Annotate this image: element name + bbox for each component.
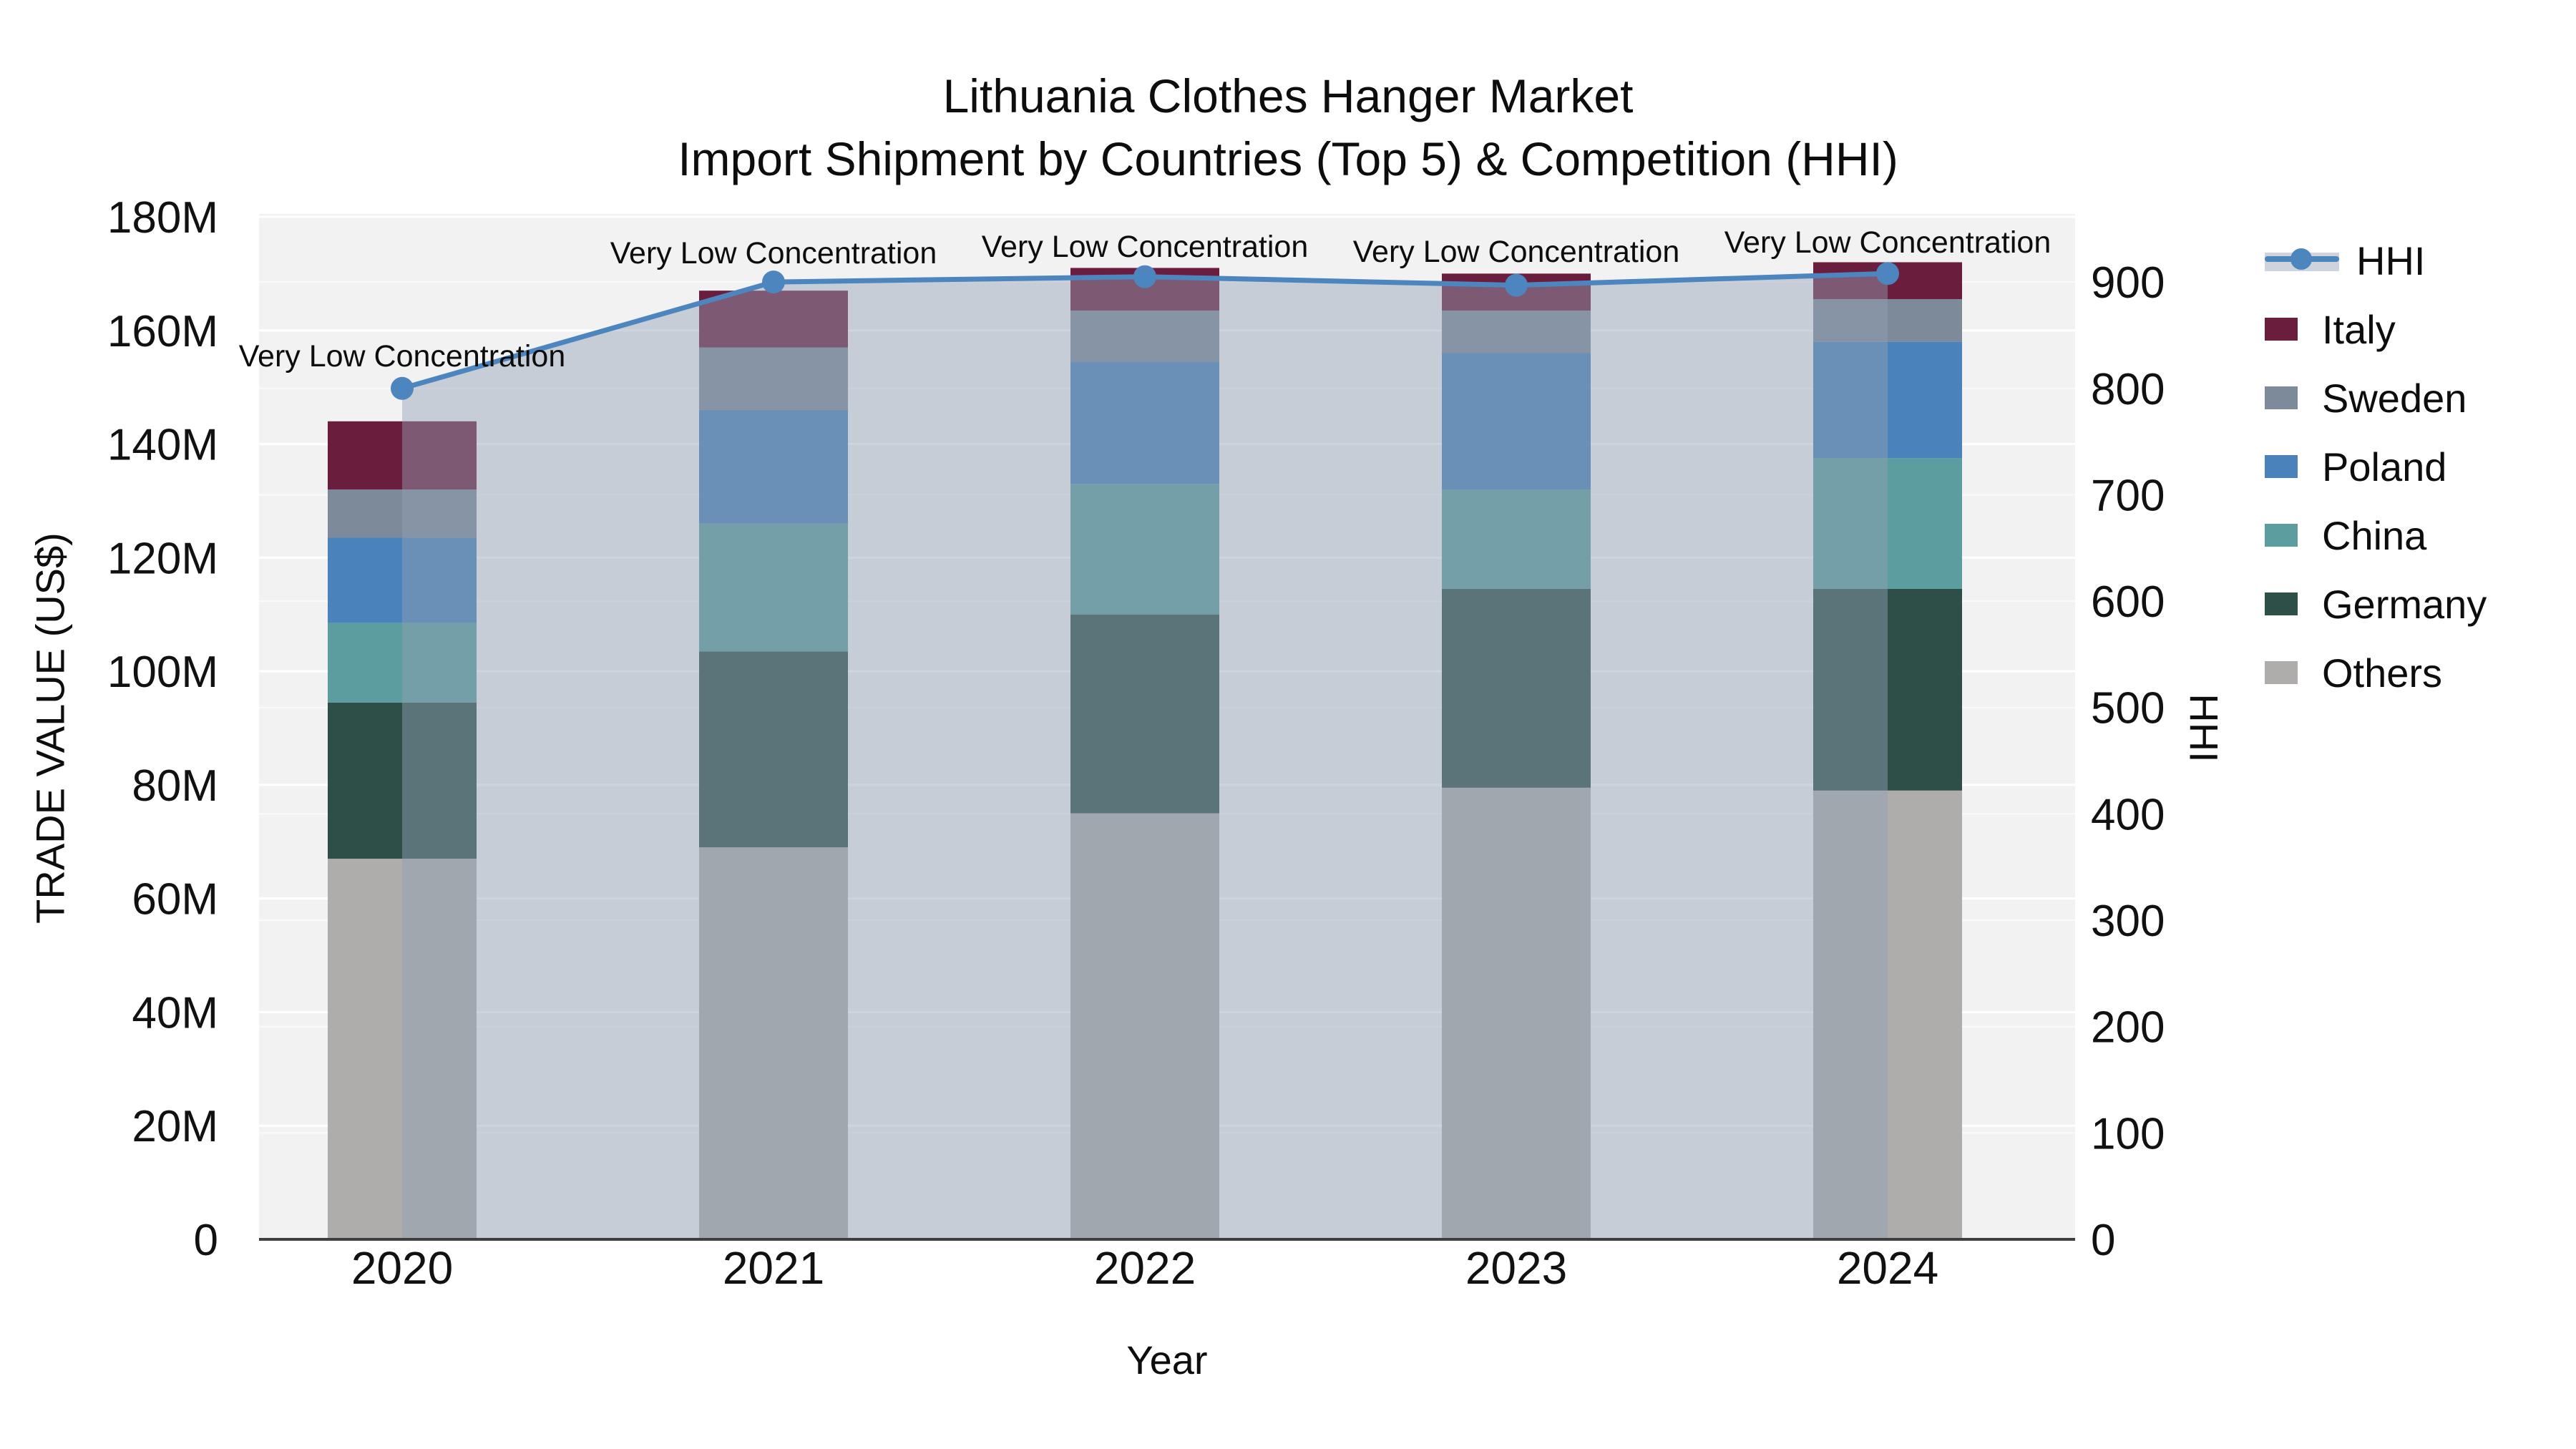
legend-item-sweden[interactable]: Sweden (2265, 364, 2487, 432)
x-tick-label-2024: 2024 (1837, 1242, 1938, 1294)
sweden-swatch-icon (2265, 386, 2298, 409)
italy-swatch-icon (2265, 318, 2298, 341)
y-tick-label-left: 180M (107, 193, 218, 243)
germany-swatch-icon (2265, 592, 2298, 615)
legend-item-poland[interactable]: Poland (2265, 432, 2487, 501)
chart-subtitle: Import Shipment by Countries (Top 5) & C… (678, 132, 1898, 185)
bar-segment-2021-germany[interactable] (699, 651, 848, 848)
annotation-2023: Very Low Concentration (1353, 235, 1680, 269)
bar-segment-2021-others[interactable] (699, 847, 848, 1239)
bar-segment-2020-italy[interactable] (328, 421, 477, 490)
y2-axis-title: HHI (2181, 693, 2227, 763)
bar-segment-2024-others[interactable] (1813, 790, 1962, 1239)
bar-segment-2024-poland[interactable] (1813, 341, 1962, 459)
poland-swatch-icon (2265, 455, 2298, 478)
y-tick-label-left: 80M (132, 761, 218, 811)
y-tick-label-right: 900 (2091, 258, 2165, 308)
legend-label: HHI (2356, 238, 2426, 283)
y-tick-label-left: 140M (107, 421, 218, 470)
hhi-line-swatch-icon (2265, 247, 2339, 274)
bar-segment-2024-sweden[interactable] (1813, 299, 1962, 342)
bar-segment-2023-poland[interactable] (1442, 353, 1591, 490)
legend: HHI Italy Sweden Poland China Germany Others (2265, 226, 2487, 707)
hhi-marker-2021[interactable] (762, 270, 785, 294)
y-tick-label-right: 300 (2091, 897, 2165, 946)
bar-segment-2022-poland[interactable] (1070, 361, 1219, 484)
legend-label: Germany (2322, 581, 2487, 627)
bar-segment-2020-germany[interactable] (328, 702, 477, 859)
bar-segment-2022-germany[interactable] (1070, 614, 1219, 814)
bar-segment-2022-sweden[interactable] (1070, 310, 1219, 362)
bar-segment-2024-germany[interactable] (1813, 588, 1962, 791)
y-tick-label-right: 500 (2091, 684, 2165, 733)
bar-segment-2023-others[interactable] (1442, 787, 1591, 1239)
bar-segment-2023-sweden[interactable] (1442, 310, 1591, 353)
x-tick-label-2023: 2023 (1465, 1242, 1567, 1294)
legend-item-italy[interactable]: Italy (2265, 295, 2487, 364)
y-tick-label-left: 100M (107, 648, 218, 697)
bar-segment-2021-sweden[interactable] (699, 347, 848, 410)
y-tick-label-right: 700 (2091, 471, 2165, 520)
bar-segment-2020-china[interactable] (328, 623, 477, 703)
annotation-2021: Very Low Concentration (610, 236, 937, 270)
y-tick-label-right: 800 (2091, 365, 2165, 414)
legend-label: Others (2322, 650, 2443, 696)
legend-label: Italy (2322, 306, 2396, 352)
hhi-marker-2024[interactable] (1876, 262, 1899, 286)
y-tick-label-right: 600 (2091, 577, 2165, 627)
hhi-marker-2020[interactable] (391, 376, 414, 400)
y-tick-label-left: 20M (132, 1102, 218, 1151)
y-tick-label-left: 0 (194, 1216, 218, 1265)
x-axis-title: Year (1126, 1337, 1208, 1382)
y-axis-title: TRADE VALUE (US$) (27, 532, 73, 924)
legend-item-hhi[interactable]: HHI (2265, 226, 2487, 295)
y-tick-label-right: 200 (2091, 1003, 2165, 1053)
bar-segment-2020-others[interactable] (328, 859, 477, 1239)
legend-label: Poland (2322, 444, 2447, 489)
legend-label: Sweden (2322, 375, 2467, 421)
hhi-marker-2022[interactable] (1133, 265, 1156, 288)
y-tick-label-right: 100 (2091, 1109, 2165, 1158)
y-tick-label-left: 40M (132, 988, 218, 1038)
annotation-2024: Very Low Concentration (1724, 225, 2051, 260)
x-tick-label-2022: 2022 (1094, 1242, 1196, 1294)
bar-segment-2024-china[interactable] (1813, 458, 1962, 589)
annotation-2022: Very Low Concentration (982, 230, 1309, 264)
china-swatch-icon (2265, 524, 2298, 547)
bar-segment-2020-sweden[interactable] (328, 489, 477, 538)
bar-segment-2021-italy[interactable] (699, 291, 848, 348)
others-swatch-icon (2265, 661, 2298, 684)
hhi-marker-2023[interactable] (1505, 273, 1528, 297)
legend-item-germany[interactable]: Germany (2265, 570, 2487, 638)
x-tick-label-2021: 2021 (723, 1242, 824, 1294)
legend-item-china[interactable]: China (2265, 501, 2487, 570)
bar-segment-2022-others[interactable] (1070, 813, 1219, 1239)
y-tick-label-left: 60M (132, 875, 218, 924)
y-tick-label-left: 120M (107, 534, 218, 583)
legend-label: China (2322, 512, 2427, 558)
bar-segment-2021-china[interactable] (699, 523, 848, 652)
y-tick-label-left: 160M (107, 307, 218, 356)
bar-segment-2020-poland[interactable] (328, 537, 477, 623)
bar-segment-2022-china[interactable] (1070, 484, 1219, 615)
bar-segment-2023-china[interactable] (1442, 489, 1591, 589)
annotation-2020: Very Low Concentration (239, 339, 566, 374)
y-tick-label-right: 400 (2091, 790, 2165, 839)
bar-segment-2021-poland[interactable] (699, 409, 848, 524)
bar-segment-2023-germany[interactable] (1442, 588, 1591, 788)
y-tick-label-right: 0 (2091, 1216, 2115, 1265)
hhi-area-fill (402, 273, 1888, 1239)
legend-item-others[interactable]: Others (2265, 638, 2487, 707)
x-tick-label-2020: 2020 (351, 1242, 453, 1294)
chart-title: Lithuania Clothes Hanger Market (942, 69, 1634, 122)
